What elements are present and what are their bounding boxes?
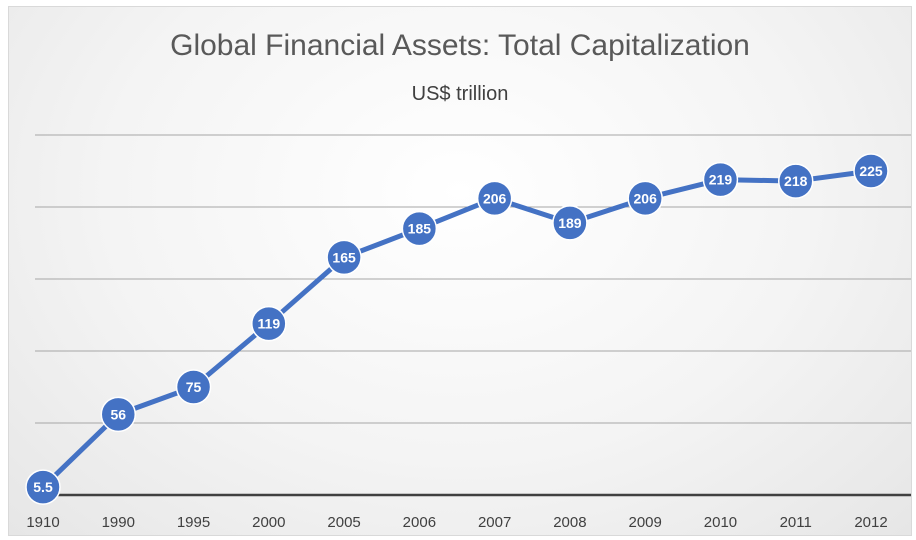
data-label: 219 (709, 172, 733, 188)
x-tick-label: 2008 (553, 514, 586, 531)
data-label: 75 (186, 379, 202, 395)
data-point (251, 305, 287, 342)
data-label: 5.5 (33, 479, 53, 495)
data-point (326, 239, 362, 276)
x-tick-label: 2009 (628, 514, 661, 531)
data-label: 206 (483, 190, 507, 206)
chart-frame: Global Financial Assets: Total Capitaliz… (8, 6, 912, 536)
data-point (100, 396, 137, 433)
x-tick-label: 1990 (102, 514, 135, 531)
chart-subtitle: US$ trillion (411, 83, 509, 105)
data-point (777, 163, 814, 199)
data-point (175, 369, 212, 405)
x-tick-label: 1995 (177, 514, 210, 531)
data-point (401, 210, 438, 247)
x-tick-label: 2007 (478, 514, 511, 531)
x-tick-label: 2012 (854, 514, 887, 531)
x-tick-label: 2011 (780, 514, 812, 531)
x-tick-label: 1910 (26, 514, 59, 531)
series-line (40, 168, 874, 490)
chart-title: Global Financial Assets: Total Capitaliz… (170, 29, 750, 62)
x-tick-label: 2000 (252, 514, 285, 531)
data-label: 56 (110, 406, 126, 422)
data-point (627, 180, 663, 217)
data-point (552, 205, 588, 241)
data-label: 185 (408, 221, 432, 237)
data-label: 165 (332, 249, 356, 265)
x-tick-label: 2010 (704, 514, 737, 531)
data-label: 225 (859, 163, 883, 179)
plot-area: 1910 1990 1995 2000 2005 2006 2007 2008 2009 2010… (25, 134, 911, 531)
data-point (853, 153, 889, 189)
data-label: 189 (558, 215, 582, 231)
data-label: 206 (634, 190, 658, 206)
data-point (702, 161, 739, 198)
data-point (476, 180, 513, 217)
x-tick-label: 2005 (327, 514, 360, 531)
data-label: 119 (258, 316, 281, 332)
data-label: 218 (784, 173, 808, 189)
x-tick-label: 2006 (403, 514, 436, 531)
data-point (25, 469, 61, 505)
